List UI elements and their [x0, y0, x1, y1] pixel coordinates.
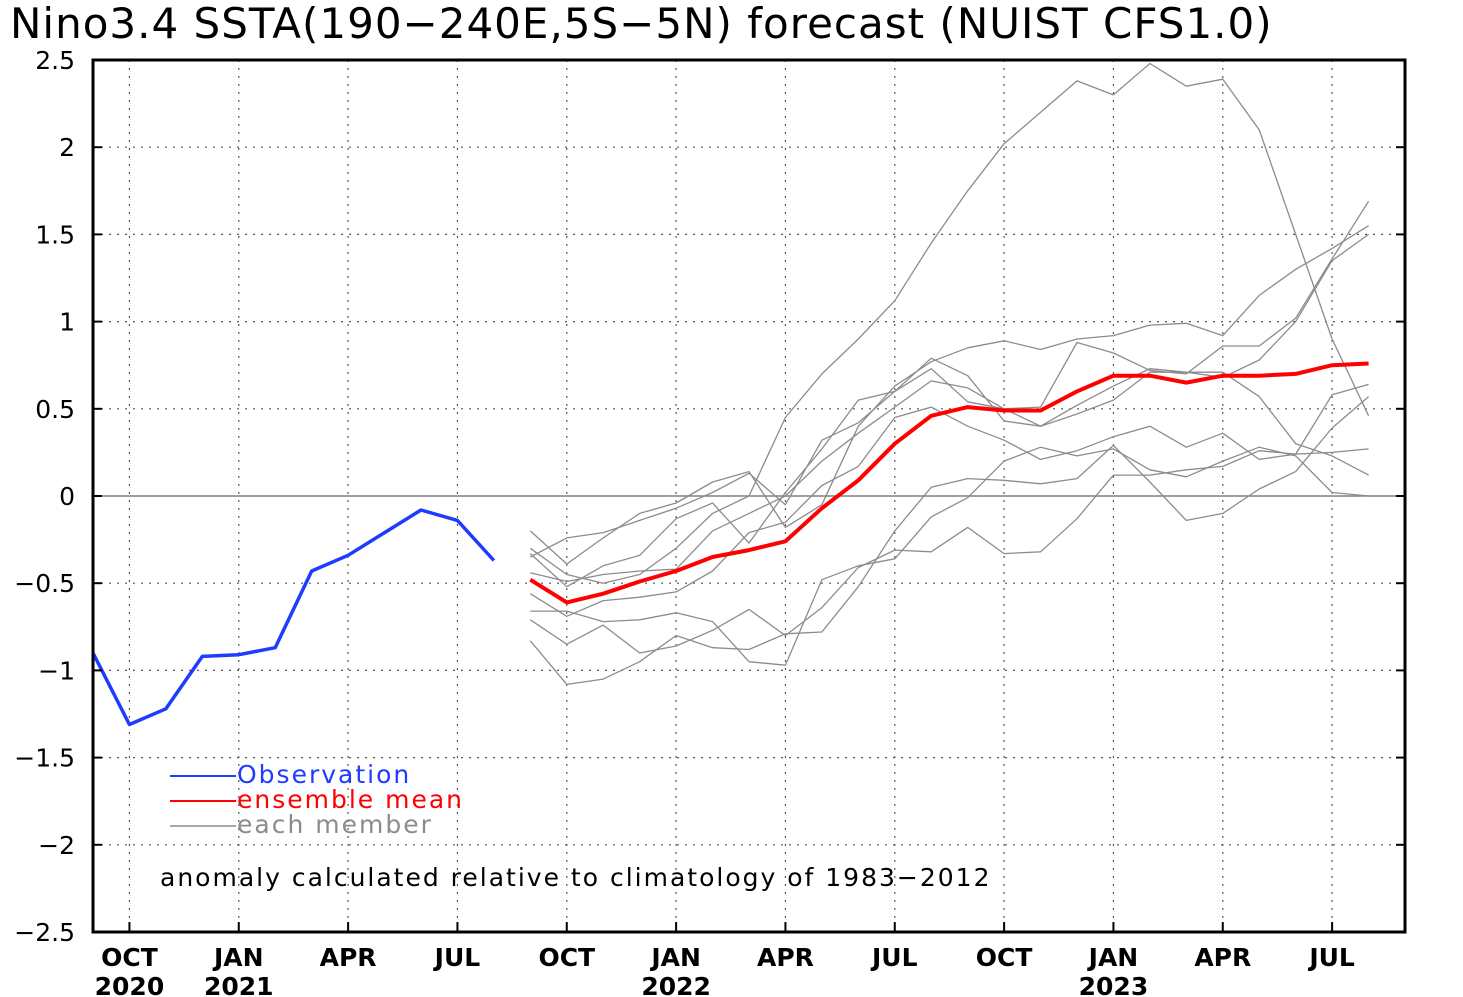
member-line-2: [529, 62, 1370, 584]
y-tick-label: 1: [59, 308, 75, 337]
member-line-4: [529, 200, 1370, 558]
legend: Observation ensemble mean each member: [170, 760, 464, 839]
x-tick-month: APR: [1194, 943, 1251, 972]
member-line-7: [529, 406, 1369, 617]
x-tick-year: 2023: [1079, 972, 1149, 997]
y-tick-label: 2.5: [35, 46, 75, 75]
y-tick-label: −1: [38, 656, 75, 685]
climatology-note: anomaly calculated relative to climatolo…: [160, 863, 991, 892]
ensemble-mean-line: [529, 361, 1369, 605]
x-tick-month: JUL: [1307, 943, 1355, 972]
y-tick-label: −1.5: [14, 744, 75, 773]
member-line-3: [529, 225, 1369, 565]
member-line-8: [530, 446, 1369, 666]
member-line-9: [529, 396, 1370, 686]
member-line-10: [529, 383, 1369, 654]
x-tick-year: 2020: [95, 972, 165, 997]
y-tick-label: 0.5: [35, 395, 75, 424]
x-tick-year: 2021: [204, 972, 274, 997]
x-tick-year: 2022: [641, 972, 711, 997]
x-tick-month: OCT: [538, 943, 595, 972]
x-tick-month: JUL: [433, 943, 481, 972]
legend-label-observation: Observation: [237, 760, 411, 789]
x-tick-month: APR: [757, 943, 814, 972]
legend-label-ensemble-mean: ensemble mean: [237, 785, 464, 814]
x-tick-month: OCT: [101, 943, 158, 972]
main-lines: [91, 361, 1369, 727]
y-tick-label: 0: [59, 482, 75, 511]
legend-label-each-member: each member: [237, 810, 433, 839]
x-tick-month: JAN: [649, 943, 701, 972]
y-tick-label: −0.5: [14, 569, 75, 598]
y-tick-label: −2.5: [14, 918, 75, 947]
x-tick-month: JUL: [870, 943, 918, 972]
x-tick-month: OCT: [976, 943, 1033, 972]
x-tick-month: JAN: [212, 943, 264, 972]
x-tick-month: JAN: [1087, 943, 1139, 972]
chart-title: Nino3.4 SSTA(190−240E,5S−5N) forecast (N…: [10, 0, 1273, 48]
y-axis-ticks: 2.5 2 1.5 1 0.5 0 −0.5 −1 −1.5 −2 −2.5: [14, 46, 1405, 947]
y-tick-label: 1.5: [35, 220, 75, 249]
x-tick-month: APR: [320, 943, 377, 972]
observation-line: [91, 508, 496, 727]
y-tick-label: −2: [38, 831, 75, 860]
member-line-6: [530, 368, 1369, 583]
grid: [93, 60, 1405, 932]
y-tick-label: 2: [59, 133, 75, 162]
